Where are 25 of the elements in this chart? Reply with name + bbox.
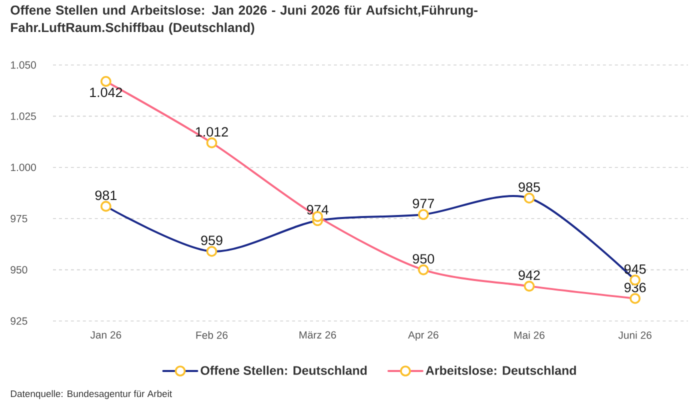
legend-label: Arbeitslose: Deutschland <box>426 366 576 375</box>
text: Datenquelle: Bundesagentur für Arbeit <box>10 390 172 399</box>
data-label: 945 <box>624 264 646 274</box>
chart-title: Offene Stellen und Arbeitslose: Jan 2026 - Juni 2026 für Aufsicht,Führung-Fahr.LuftRaum.Schiffbau (Deutschland) <box>10 5 478 35</box>
y-tick-label: 1.050 <box>10 61 36 69</box>
data-label: 959 <box>201 236 222 246</box>
data-label: 977 <box>412 198 434 208</box>
y-tick-label: 925 <box>10 317 28 325</box>
x-tick-label: Apr 26 <box>408 331 438 341</box>
x-tick-label: Feb 26 <box>196 331 228 339</box>
legend-label: Offene Stellen: Deutschland <box>200 366 367 375</box>
x-tick-label: März 26 <box>300 331 336 339</box>
x-tick-label: Mai 26 <box>514 331 544 339</box>
y-tick-label: 950 <box>10 266 28 274</box>
y-tick-label: 1.025 <box>10 112 36 120</box>
data-label: 981 <box>95 190 116 200</box>
y-tick-label: 1.000 <box>10 164 36 172</box>
data-label: 942 <box>518 270 540 280</box>
data-label: 950 <box>412 254 434 264</box>
data-label: 985 <box>518 182 540 192</box>
data-label: 1.042 <box>90 88 122 98</box>
x-tick-label: Juni 26 <box>618 331 652 339</box>
data-label: 1.012 <box>196 127 228 137</box>
y-tick-label: 975 <box>10 214 28 222</box>
x-tick-label: Jan 26 <box>90 331 122 339</box>
